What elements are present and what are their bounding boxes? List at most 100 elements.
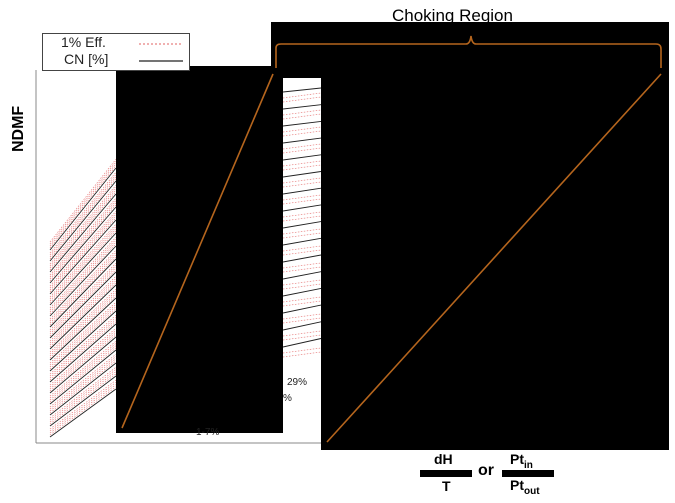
efficiency-line (49, 360, 117, 414)
efficiency-line (282, 334, 322, 341)
efficiency-line (282, 330, 322, 337)
speed-line (282, 187, 322, 195)
speed-line (49, 180, 117, 262)
speed-line (49, 193, 117, 273)
speed-line (282, 154, 322, 161)
efficiency-line (49, 163, 117, 247)
efficiency-label-17: 1-7% (196, 427, 220, 438)
efficiency-line (49, 187, 117, 267)
efficiency-line (49, 262, 117, 331)
speed-line (49, 245, 117, 317)
efficiency-line (49, 269, 117, 337)
speed-line (49, 284, 117, 350)
efficiency-line (49, 321, 117, 381)
efficiency-line (282, 347, 322, 354)
efficiency-line (282, 266, 322, 273)
efficiency-line (49, 319, 117, 379)
efficiency-line (49, 317, 117, 377)
efficiency-line (49, 165, 117, 249)
speed-line (49, 258, 117, 328)
efficiency-line (49, 291, 117, 355)
efficiency-line (49, 280, 117, 346)
efficiency-line (49, 249, 117, 320)
efficiency-line (49, 202, 117, 280)
speed-line (282, 304, 322, 314)
efficiency-line (282, 147, 322, 154)
formula-pt-out-subscript: out (524, 485, 540, 497)
choking-region-title: Choking Region (392, 6, 513, 25)
legend: 1% Eff. CN [%] (42, 33, 190, 71)
efficiency-line (282, 109, 322, 116)
efficiency-line (49, 223, 117, 298)
efficiency-line (49, 358, 117, 412)
formula-pt-in-numerator: Ptin (510, 451, 533, 471)
efficiency-line (49, 254, 117, 324)
efficiency-line (49, 295, 117, 359)
efficiency-line (49, 243, 117, 315)
formula-fraction-bar-2 (502, 470, 554, 477)
efficiency-line (49, 327, 117, 386)
legend-swatch-efficiency (139, 43, 183, 45)
speed-line (282, 321, 322, 331)
efficiency-line (49, 178, 117, 260)
efficiency-line (49, 278, 117, 344)
choking-region-bracket (275, 35, 662, 68)
efficiency-line (282, 96, 322, 103)
speed-line (282, 104, 322, 110)
efficiency-line (282, 92, 322, 99)
efficiency-label-29: 29% (287, 377, 308, 388)
legend-label-speed: CN [%] (64, 51, 109, 67)
efficiency-line (282, 317, 322, 324)
efficiency-line (282, 126, 322, 133)
speed-line (282, 237, 322, 246)
efficiency-line (49, 228, 117, 302)
efficiency-line (282, 211, 322, 218)
speed-line (49, 232, 117, 306)
efficiency-line (282, 245, 322, 252)
efficiency-line (49, 345, 117, 401)
efficiency-line (282, 228, 322, 235)
speed-line (49, 219, 117, 295)
speed-line (49, 167, 117, 251)
efficiency-line (282, 160, 322, 167)
efficiency-line (282, 215, 322, 222)
formula-pt-in-subscript: in (524, 459, 533, 471)
efficiency-line (282, 313, 322, 320)
efficiency-line (282, 181, 322, 188)
efficiency-line (49, 256, 117, 326)
efficiency-line (49, 369, 117, 421)
efficiency-line (282, 279, 322, 286)
efficiency-line (282, 198, 322, 205)
efficiency-line (49, 158, 117, 243)
speed-line (49, 362, 117, 416)
efficiency-line (282, 130, 322, 137)
efficiency-line (282, 283, 322, 290)
formula-pt-out-text: Pt (510, 477, 524, 493)
efficiency-line (49, 371, 117, 423)
efficiency-line (282, 113, 322, 120)
speed-line (282, 338, 322, 348)
choke-line-right (326, 73, 662, 443)
efficiency-line (49, 353, 117, 408)
efficiency-line (49, 191, 117, 271)
efficiency-label-partial: % (283, 393, 292, 404)
y-axis-label: NDMF (10, 105, 27, 152)
efficiency-line (49, 174, 117, 256)
efficiency-line (49, 356, 117, 410)
left-mask-panel (116, 66, 283, 433)
speed-line (282, 271, 322, 280)
efficiency-line (49, 200, 117, 278)
efficiency-line (49, 239, 117, 311)
efficiency-line (282, 351, 322, 358)
formula-dh-numerator: dH (434, 451, 453, 467)
efficiency-line (49, 343, 117, 399)
efficiency-line (49, 340, 117, 397)
speed-line (49, 297, 117, 361)
speed-line (282, 137, 322, 144)
efficiency-line (49, 373, 117, 425)
efficiency-line (282, 300, 322, 307)
speed-line (282, 287, 322, 297)
speed-line (49, 336, 117, 394)
formula-t-denominator: T (442, 478, 451, 494)
formula-or: or (478, 462, 494, 479)
